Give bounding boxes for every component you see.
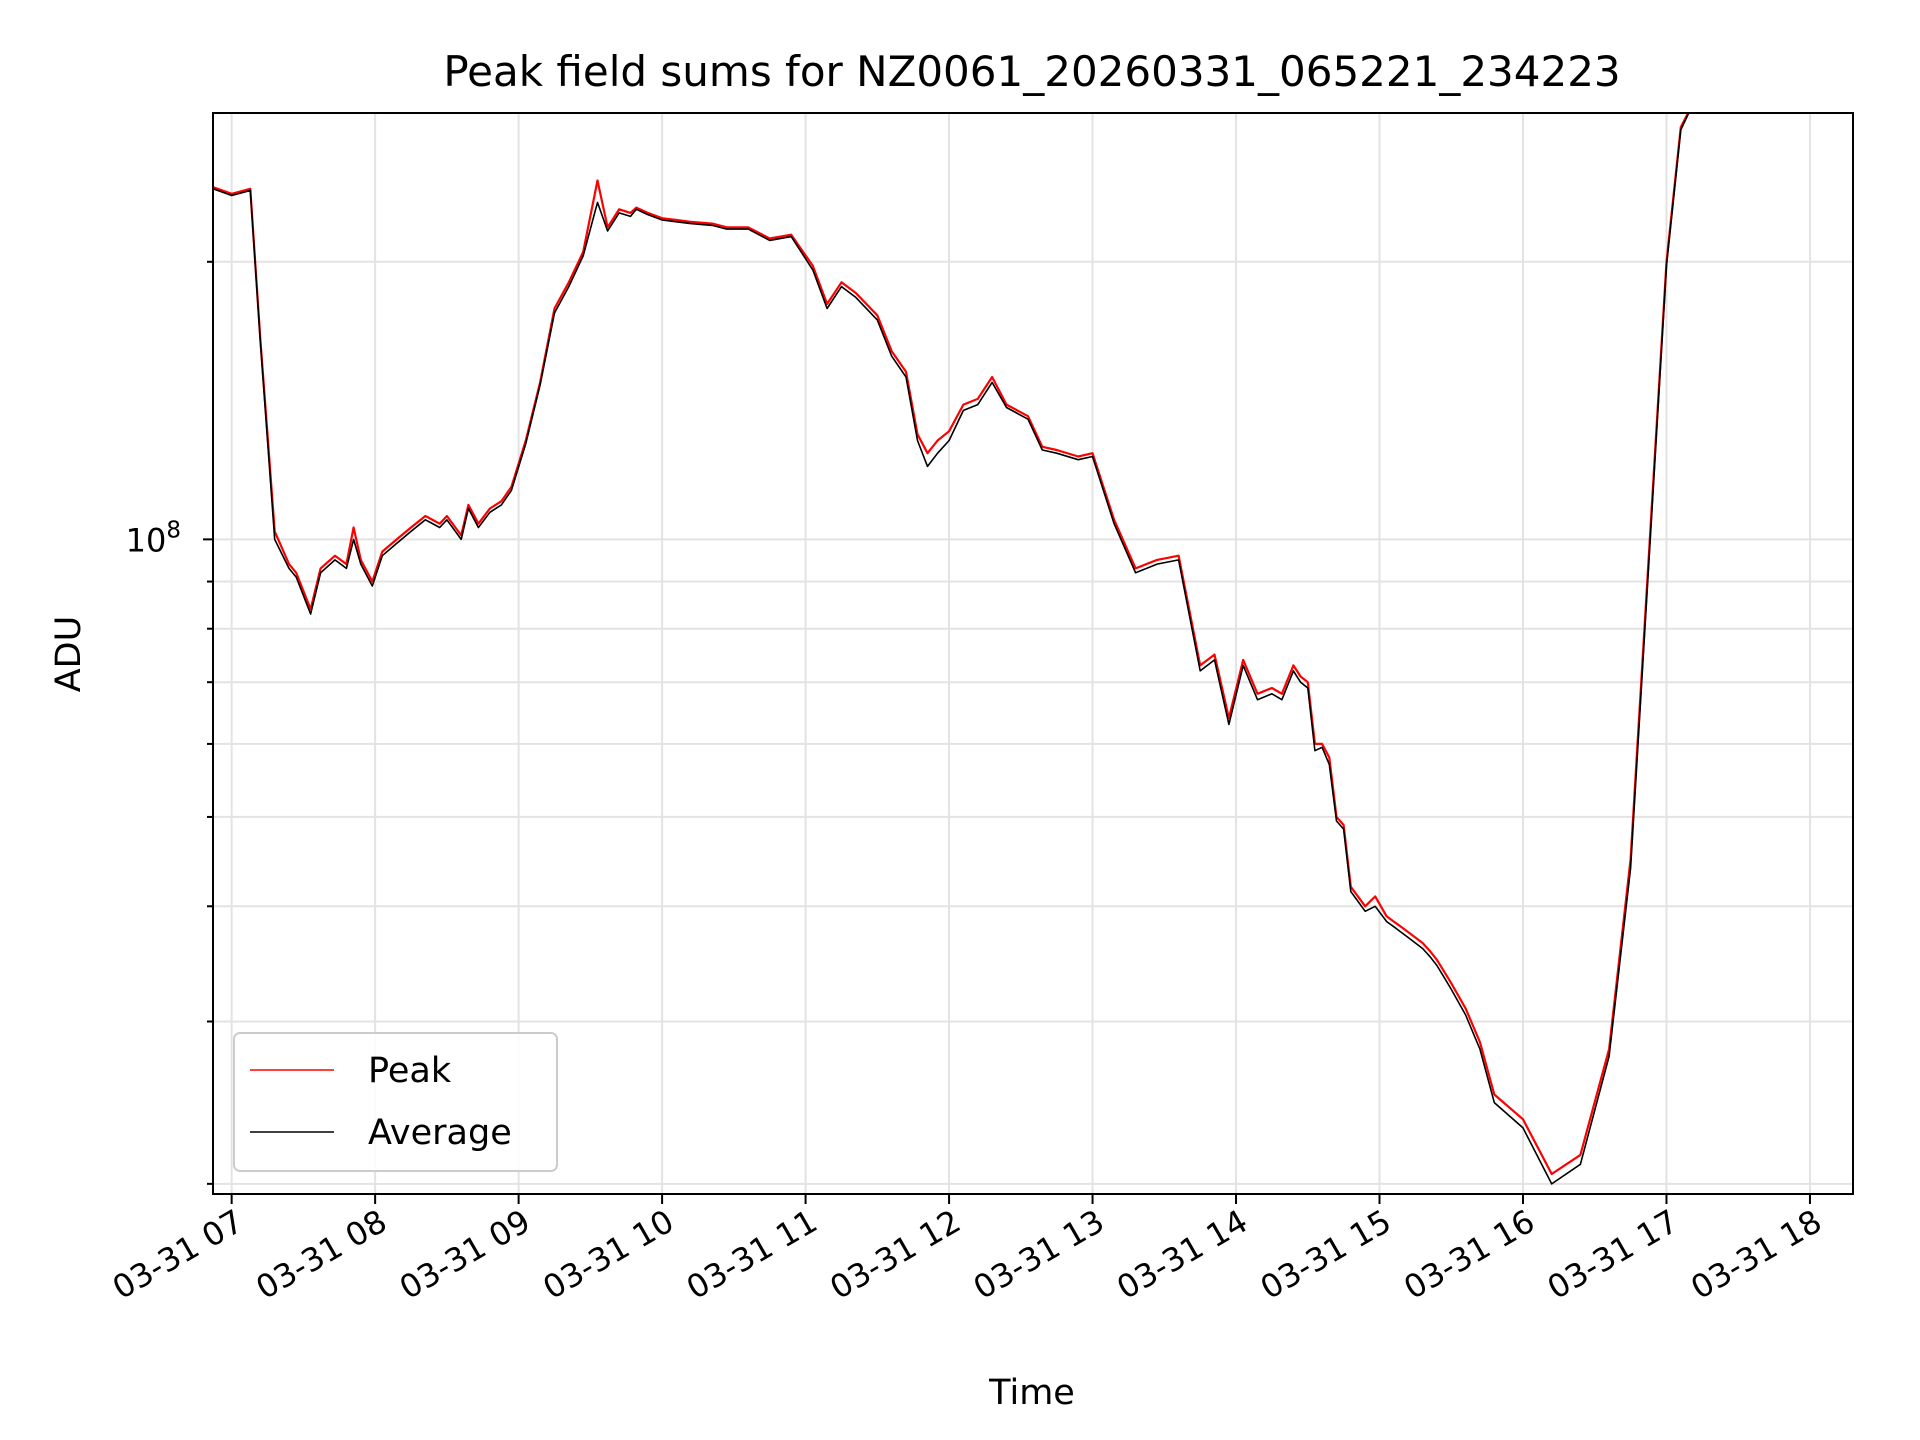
chart-title: Peak field sums for NZ0061_20260331_0652… (443, 47, 1620, 96)
legend: Peak Average (233, 1032, 558, 1172)
series-line-peak (213, 113, 1690, 1176)
legend-box (233, 1032, 558, 1172)
x-axis-label: Time (988, 1373, 1075, 1413)
legend-label-peak: Peak (368, 1051, 452, 1091)
y-tick-label: 108 (126, 517, 181, 559)
grid (213, 113, 1853, 1194)
legend-label-average: Average (368, 1113, 512, 1153)
plot-frame (212, 112, 1854, 1195)
y-axis-label: ADU (49, 616, 89, 693)
series-layer (213, 113, 1690, 1185)
series-line-average (213, 113, 1690, 1185)
y-axis: 108 (126, 260, 213, 1185)
